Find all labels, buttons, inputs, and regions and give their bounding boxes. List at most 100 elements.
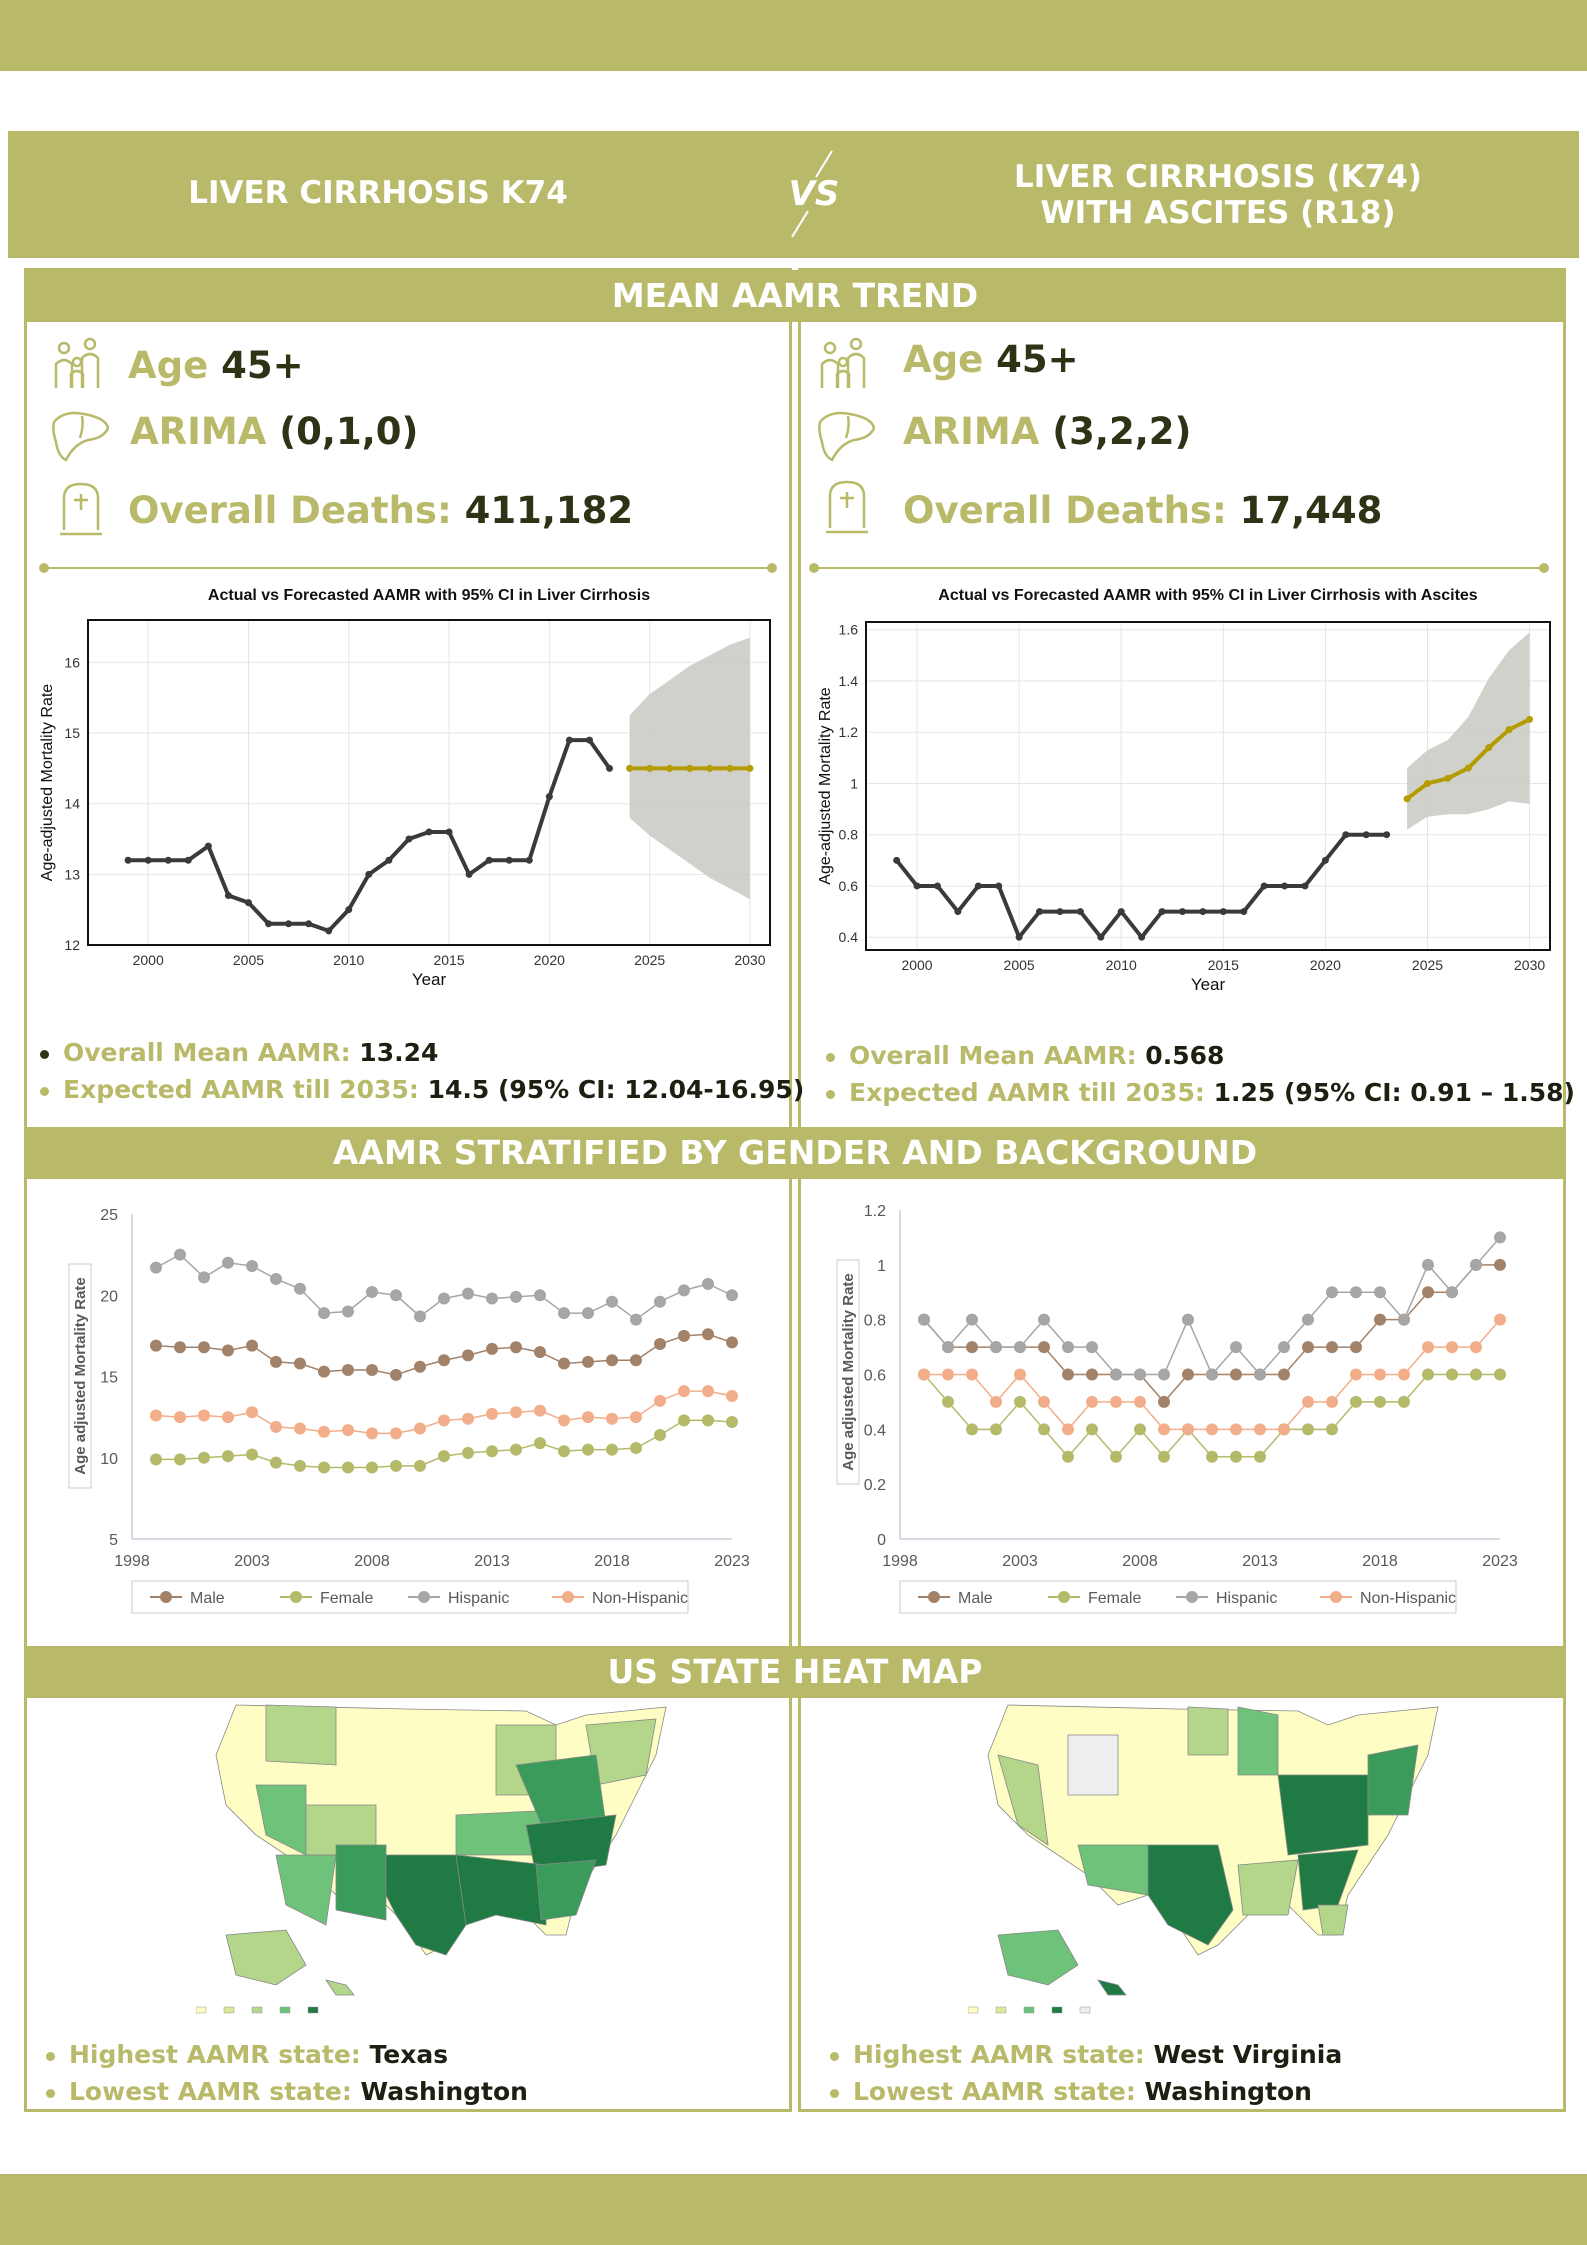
stratified-chart-left: 5 10 15 20 25 1998 2003 2008 2013 2018 2023 Age adj… — [68, 1207, 750, 1614]
series-point-non-hispanic — [1254, 1423, 1266, 1436]
left-highest-item: Highest AAMR state: Texas — [46, 2036, 528, 2073]
series-point-female — [1446, 1368, 1458, 1381]
series-point-hispanic — [534, 1289, 546, 1302]
tombstone-icon — [826, 480, 868, 534]
series-point-female — [1134, 1423, 1146, 1436]
series-point-male — [390, 1368, 402, 1381]
y-tick-label: 25 — [100, 1207, 118, 1224]
x-tick-label: 2023 — [1482, 1553, 1518, 1570]
hawaii-right — [1097, 1979, 1127, 1996]
actual-point — [405, 835, 413, 843]
x-tick-label: 2023 — [714, 1553, 750, 1570]
series-point-female — [342, 1461, 354, 1474]
x-tick-label: 2015 — [1208, 957, 1239, 973]
series-line-male — [923, 1264, 1500, 1404]
series-point-hispanic — [1470, 1258, 1482, 1271]
y-axis-label: Age adjusted Mortality Rate — [840, 1273, 857, 1471]
y-axis-label-box — [836, 1259, 860, 1485]
actual-point — [505, 856, 513, 864]
liver-icon — [52, 411, 110, 462]
right-trend-bullets: Overall Mean AAMR: 0.568 Expected AAMR t… — [826, 1037, 1575, 1111]
series-point-female — [1398, 1395, 1410, 1408]
y-axis-label: Age-adjusted Mortality Rate — [817, 687, 834, 885]
right-expected-item: Expected AAMR till 2035: 1.25 (95% CI: 0… — [826, 1074, 1575, 1111]
series-point-hispanic — [1278, 1341, 1290, 1354]
series-point-hispanic — [558, 1307, 570, 1320]
series-point-non-hispanic — [438, 1414, 450, 1427]
series-point-non-hispanic — [150, 1409, 162, 1422]
series-point-male — [1302, 1341, 1314, 1354]
forecast-point — [706, 764, 714, 772]
series-point-male — [342, 1364, 354, 1376]
series-point-female — [438, 1450, 450, 1463]
series-point-non-hispanic — [1110, 1395, 1122, 1408]
series-point-hispanic — [462, 1287, 474, 1300]
x-tick-label: 2010 — [1106, 957, 1137, 973]
series-point-female — [966, 1423, 978, 1436]
series-point-hispanic — [510, 1290, 522, 1303]
y-tick-label: 0.4 — [864, 1422, 886, 1439]
plot-frame — [87, 619, 771, 946]
y-tick-label: 0.8 — [864, 1313, 886, 1330]
series-point-hispanic — [1158, 1368, 1170, 1381]
series-point-hispanic — [1494, 1231, 1506, 1244]
actual-point — [1097, 933, 1105, 941]
x-tick-label: 2005 — [1004, 957, 1035, 973]
series-point-non-hispanic — [966, 1368, 978, 1381]
series-point-male — [654, 1338, 666, 1350]
series-point-non-hispanic — [1278, 1423, 1290, 1436]
series-point-hispanic — [1374, 1286, 1386, 1299]
legend-marker — [290, 1591, 302, 1603]
series-point-non-hispanic — [414, 1422, 426, 1435]
right-deaths-row: Overall Deaths: 17,448 — [903, 489, 1383, 532]
left-panel-frame — [24, 268, 792, 2112]
actual-point — [345, 906, 353, 914]
series-point-male — [270, 1355, 282, 1368]
y-tick-label: 13 — [64, 866, 80, 882]
actual-series-line — [128, 738, 612, 934]
actual-point — [585, 736, 593, 744]
series-point-female — [1014, 1395, 1026, 1408]
y-tick-label: 15 — [64, 725, 80, 741]
title-banner: LIVER CIRRHOSIS K74 VS LIVER CIRRHOSIS (… — [8, 131, 1579, 258]
series-point-hispanic — [702, 1277, 714, 1290]
family-icon — [54, 337, 100, 388]
series-point-male — [966, 1341, 978, 1354]
series-point-hispanic — [222, 1256, 234, 1269]
series-point-male — [1326, 1341, 1338, 1354]
forecast-point — [746, 764, 754, 772]
series-point-hispanic — [678, 1284, 690, 1297]
series-point-female — [414, 1459, 426, 1472]
series-point-male — [486, 1342, 498, 1355]
chart-title: Actual vs Forecasted AAMR with 95% CI in… — [208, 587, 650, 604]
forecast-chart-right: Actual vs Forecasted AAMR with 95% CI in… — [817, 587, 1551, 994]
series-point-hispanic — [1230, 1341, 1242, 1354]
series-point-male — [150, 1339, 162, 1352]
series-point-female — [1254, 1450, 1266, 1463]
series-point-male — [174, 1341, 186, 1354]
x-tick-label: 1998 — [882, 1553, 918, 1570]
legend-label: Non-Hispanic — [1360, 1590, 1456, 1607]
series-point-hispanic — [150, 1261, 162, 1274]
actual-point — [184, 856, 192, 864]
forecast-point — [1444, 774, 1452, 782]
x-axis-label: Year — [1191, 975, 1226, 994]
legend-marker — [562, 1591, 574, 1603]
actual-point — [1056, 908, 1064, 916]
series-point-female — [534, 1437, 546, 1450]
series-point-non-hispanic — [678, 1385, 690, 1398]
series-point-hispanic — [1086, 1341, 1098, 1354]
series-point-non-hispanic — [222, 1411, 234, 1424]
series-point-female — [654, 1429, 666, 1441]
series-point-non-hispanic — [366, 1427, 378, 1440]
actual-point — [545, 793, 553, 801]
actual-point — [244, 899, 252, 907]
x-tick-label: 2000 — [133, 952, 164, 968]
series-point-female — [702, 1414, 714, 1427]
forecast-point — [1505, 726, 1513, 734]
chart-title: Actual vs Forecasted AAMR with 95% CI in… — [938, 587, 1478, 604]
series-point-hispanic — [1062, 1341, 1074, 1354]
y-tick-label: 1.2 — [839, 724, 859, 740]
series-point-hispanic — [606, 1295, 618, 1308]
x-tick-label: 2020 — [1310, 957, 1341, 973]
